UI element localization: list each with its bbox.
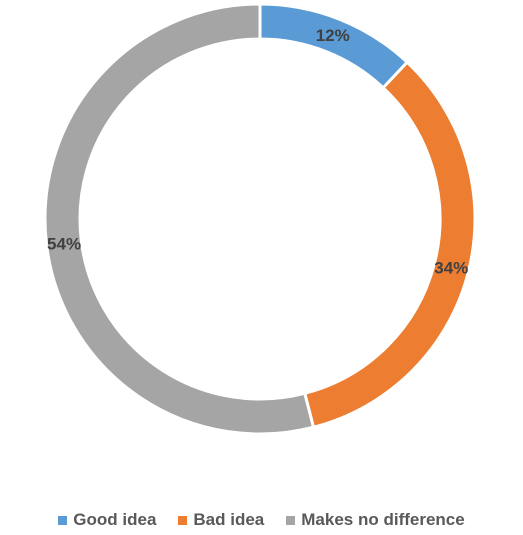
legend-item-makes-no-difference: Makes no difference bbox=[286, 510, 465, 530]
legend-label-makes-no-difference: Makes no difference bbox=[301, 510, 465, 529]
legend-label-good-idea: Good idea bbox=[73, 510, 157, 529]
data-label-good-idea: 12% bbox=[316, 26, 350, 45]
data-label-bad-idea: 34% bbox=[434, 259, 468, 278]
chart-legend: Good idea Bad idea Makes no difference bbox=[0, 510, 523, 530]
chart-data-labels: 12% 34% 54% bbox=[47, 26, 468, 278]
legend-item-good-idea: Good idea bbox=[58, 510, 156, 530]
legend-label-bad-idea: Bad idea bbox=[193, 510, 265, 529]
legend-swatch-good-idea bbox=[58, 515, 68, 525]
chart-slices bbox=[43, 2, 477, 436]
legend-swatch-makes-no-difference bbox=[286, 515, 296, 525]
slice-good-idea bbox=[258, 2, 410, 90]
data-label-makes-no-difference: 54% bbox=[47, 234, 81, 253]
legend-item-bad-idea: Bad idea bbox=[178, 510, 264, 530]
slice-makes-no-difference bbox=[43, 2, 316, 436]
slice-bad-idea bbox=[302, 60, 477, 430]
doughnut-chart: 12% 34% 54% bbox=[43, 2, 477, 436]
legend-swatch-bad-idea bbox=[178, 515, 188, 525]
